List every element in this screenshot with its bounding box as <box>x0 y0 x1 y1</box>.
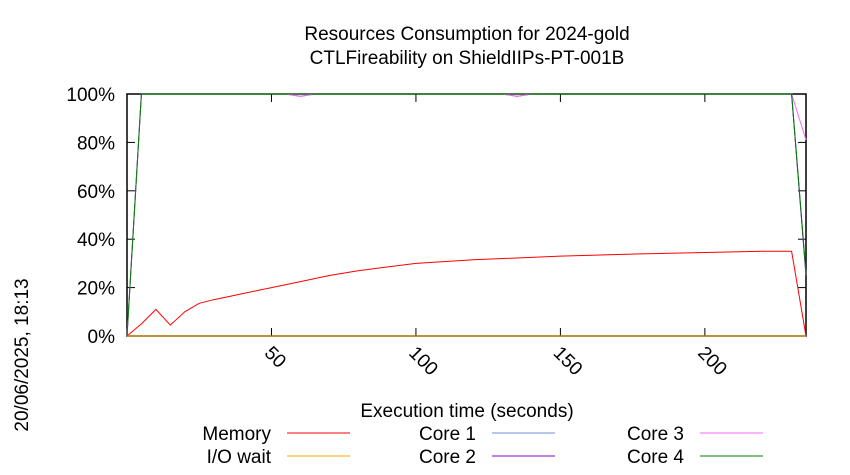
legend-label: Core 1 <box>419 424 476 445</box>
x-tick-label: 100 <box>404 343 441 380</box>
x-axis-ticks: 50 100 150 200 <box>260 94 731 380</box>
legend-item: Memory <box>202 424 350 445</box>
series-line-core-4 <box>126 93 807 337</box>
legend-item: Core 2 <box>419 447 555 468</box>
legend-label: Core 2 <box>419 447 476 468</box>
y-tick-label: 0% <box>88 327 116 348</box>
y-tick-label: 40% <box>77 230 115 251</box>
series-line-memory <box>126 250 807 337</box>
y-tick-label: 80% <box>77 133 115 154</box>
y-tick-label: 100% <box>66 85 115 106</box>
timestamp-label: 20/06/2025, 18:13 <box>12 278 33 431</box>
legend-item: Core 4 <box>627 447 763 468</box>
y-tick-label: 20% <box>77 279 115 300</box>
y-axis-ticks: 0% 20% 40% 60% 80% 100% <box>66 85 806 348</box>
legend-label: Core 4 <box>627 447 684 468</box>
chart-title-line-1: Resources Consumption for 2024-gold <box>304 24 629 45</box>
x-tick-label: 50 <box>260 343 290 373</box>
y-tick-label: 60% <box>77 182 115 203</box>
series-line-core-1 <box>126 93 807 337</box>
plot-frame <box>126 93 807 337</box>
x-tick-label: 200 <box>693 343 730 380</box>
series-lines <box>126 93 807 337</box>
legend-label: Core 3 <box>627 424 684 445</box>
series-line-core-3 <box>126 93 807 337</box>
chart-title-line-2: CTLFireability on ShieldIIPs-PT-001B <box>310 48 625 69</box>
legend-label: Memory <box>202 424 271 445</box>
legend-item: I/O wait <box>207 447 350 468</box>
legend-label: I/O wait <box>207 447 272 468</box>
x-axis-label: Execution time (seconds) <box>360 401 573 422</box>
legend-item: Core 1 <box>419 424 555 445</box>
series-line-core-2 <box>126 93 807 337</box>
x-tick-label: 150 <box>549 343 586 380</box>
legend-item: Core 3 <box>627 424 763 445</box>
